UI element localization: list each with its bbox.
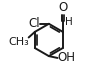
Text: OH: OH <box>57 51 76 64</box>
Text: Cl: Cl <box>28 17 40 30</box>
Text: H: H <box>65 17 73 27</box>
Text: CH₃: CH₃ <box>8 37 29 47</box>
Text: O: O <box>58 1 68 14</box>
